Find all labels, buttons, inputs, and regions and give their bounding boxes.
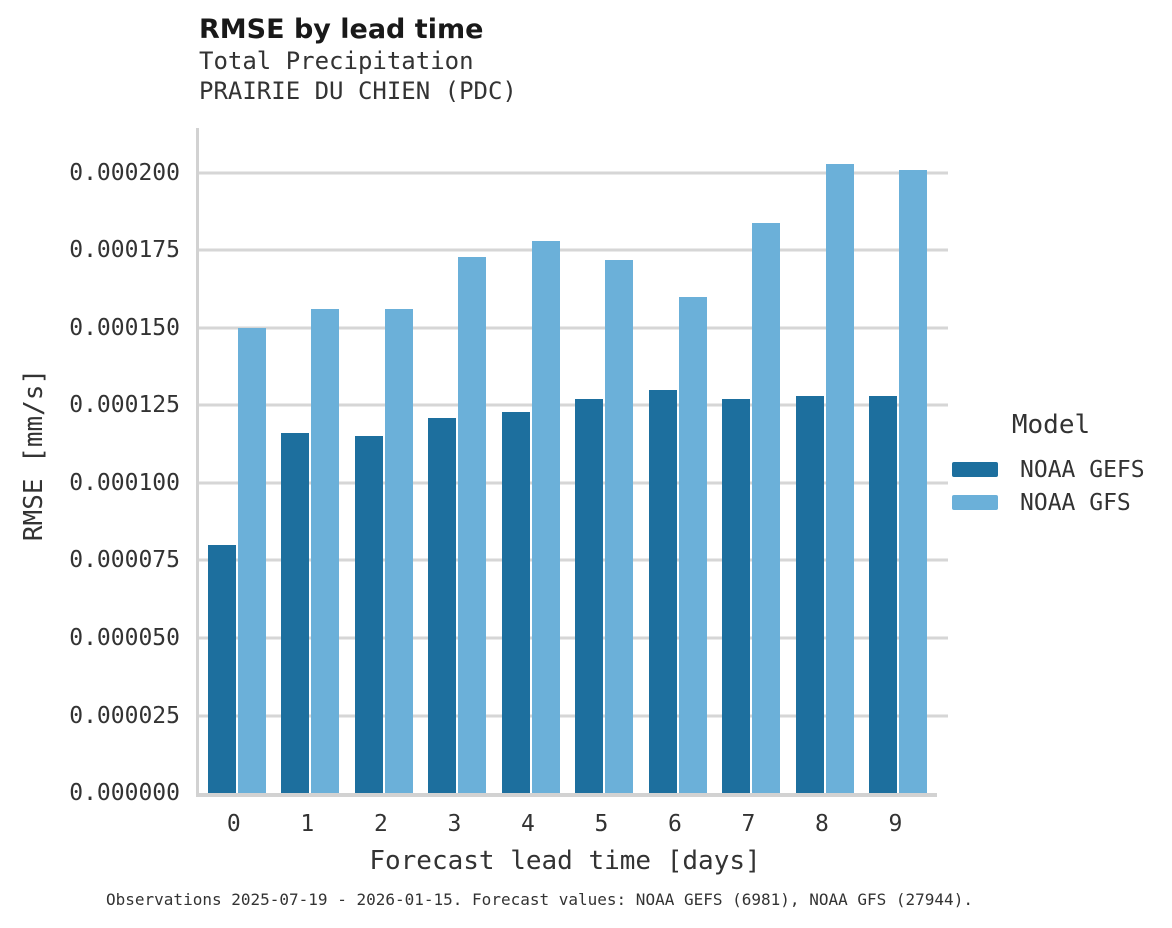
x-axis-tick-labels: 0 1 2 3 4 5 6 7 8 9 (196, 811, 934, 841)
chart-title: RMSE by lead time (199, 14, 484, 45)
plot-panel (196, 128, 948, 797)
gridline (199, 326, 948, 330)
x-tick-label: 9 (888, 811, 903, 837)
bar-noaa-gefs-day-7 (722, 399, 751, 793)
bar-noaa-gfs-day-9 (899, 169, 928, 793)
x-tick-label: 6 (668, 811, 682, 837)
x-tick-label: 2 (373, 811, 388, 837)
chart-subtitle-variable: Total Precipitation (199, 47, 474, 75)
bar-noaa-gefs-day-8 (795, 396, 824, 793)
y-axis-tick-labels: 0.000000 0.000025 0.000050 0.000075 0.000100… (0, 128, 180, 806)
bar-noaa-gfs-day-3 (458, 256, 487, 793)
legend-label-noaa-gfs: NOAA GFS (1020, 489, 1131, 516)
gridline (199, 714, 948, 717)
y-tick-label: 0.000100 (69, 469, 180, 496)
bar-noaa-gefs-day-3 (428, 417, 457, 793)
bar-noaa-gefs-day-6 (648, 389, 677, 793)
bar-noaa-gefs-day-5 (575, 399, 604, 793)
x-tick-label: 5 (594, 811, 609, 837)
bar-noaa-gefs-day-9 (869, 396, 898, 793)
y-tick-label: 0.000125 (69, 392, 180, 419)
bar-noaa-gefs-day-4 (501, 411, 530, 793)
y-tick-label: 0.000050 (69, 625, 180, 651)
gridline (199, 248, 948, 252)
y-tick-label: 0.000000 (69, 780, 180, 806)
gridline (199, 171, 948, 175)
bar-noaa-gefs-day-0 (207, 544, 236, 793)
gridline (199, 481, 948, 485)
y-tick-label: 0.000200 (69, 159, 180, 186)
x-axis-title: Forecast lead time [days] (369, 846, 761, 876)
legend-swatch-noaa-gefs (952, 462, 998, 477)
x-tick-label: 3 (447, 811, 462, 837)
legend-swatch-noaa-gfs (952, 495, 998, 510)
bar-noaa-gfs-day-6 (678, 296, 707, 793)
x-tick-label: 8 (815, 811, 829, 837)
y-tick-label: 0.000025 (69, 702, 180, 729)
gridline (199, 403, 948, 407)
bar-noaa-gefs-day-2 (354, 436, 383, 793)
gridline (199, 636, 948, 640)
y-tick-label: 0.000150 (69, 314, 180, 341)
bars-layer (199, 128, 937, 793)
legend-title: Model (1011, 410, 1091, 440)
bar-noaa-gfs-day-8 (825, 163, 854, 793)
bar-noaa-gfs-day-0 (237, 327, 266, 793)
gridline (199, 558, 948, 562)
chart-header: RMSE by lead time Total Precipitation PR… (199, 14, 517, 106)
x-tick-label: 0 (226, 811, 241, 837)
legend-label-noaa-gefs: NOAA GEFS (1020, 456, 1145, 483)
legend-item-noaa-gfs: NOAA GFS (952, 486, 1150, 519)
bar-noaa-gefs-day-1 (281, 433, 310, 793)
y-tick-label: 0.000175 (69, 237, 180, 264)
x-tick-label: 4 (520, 811, 535, 837)
grid-layer (199, 128, 948, 793)
chart-subtitle-station: PRAIRIE DU CHIEN (PDC) (199, 77, 517, 105)
x-tick-label: 7 (741, 811, 756, 837)
footer-caption: Observations 2025-07-19 - 2026-01-15. Fo… (106, 890, 973, 909)
x-tick-label: 1 (300, 811, 315, 837)
bar-noaa-gfs-day-2 (384, 309, 413, 793)
bar-noaa-gfs-day-5 (605, 259, 634, 793)
bar-noaa-gfs-day-1 (311, 309, 340, 793)
y-tick-label: 0.000075 (69, 547, 180, 574)
legend-item-noaa-gefs: NOAA GEFS (952, 453, 1150, 486)
legend: Model NOAA GEFS NOAA GFS (952, 410, 1150, 519)
bar-noaa-gfs-day-7 (752, 222, 781, 793)
bar-noaa-gfs-day-4 (531, 241, 560, 793)
